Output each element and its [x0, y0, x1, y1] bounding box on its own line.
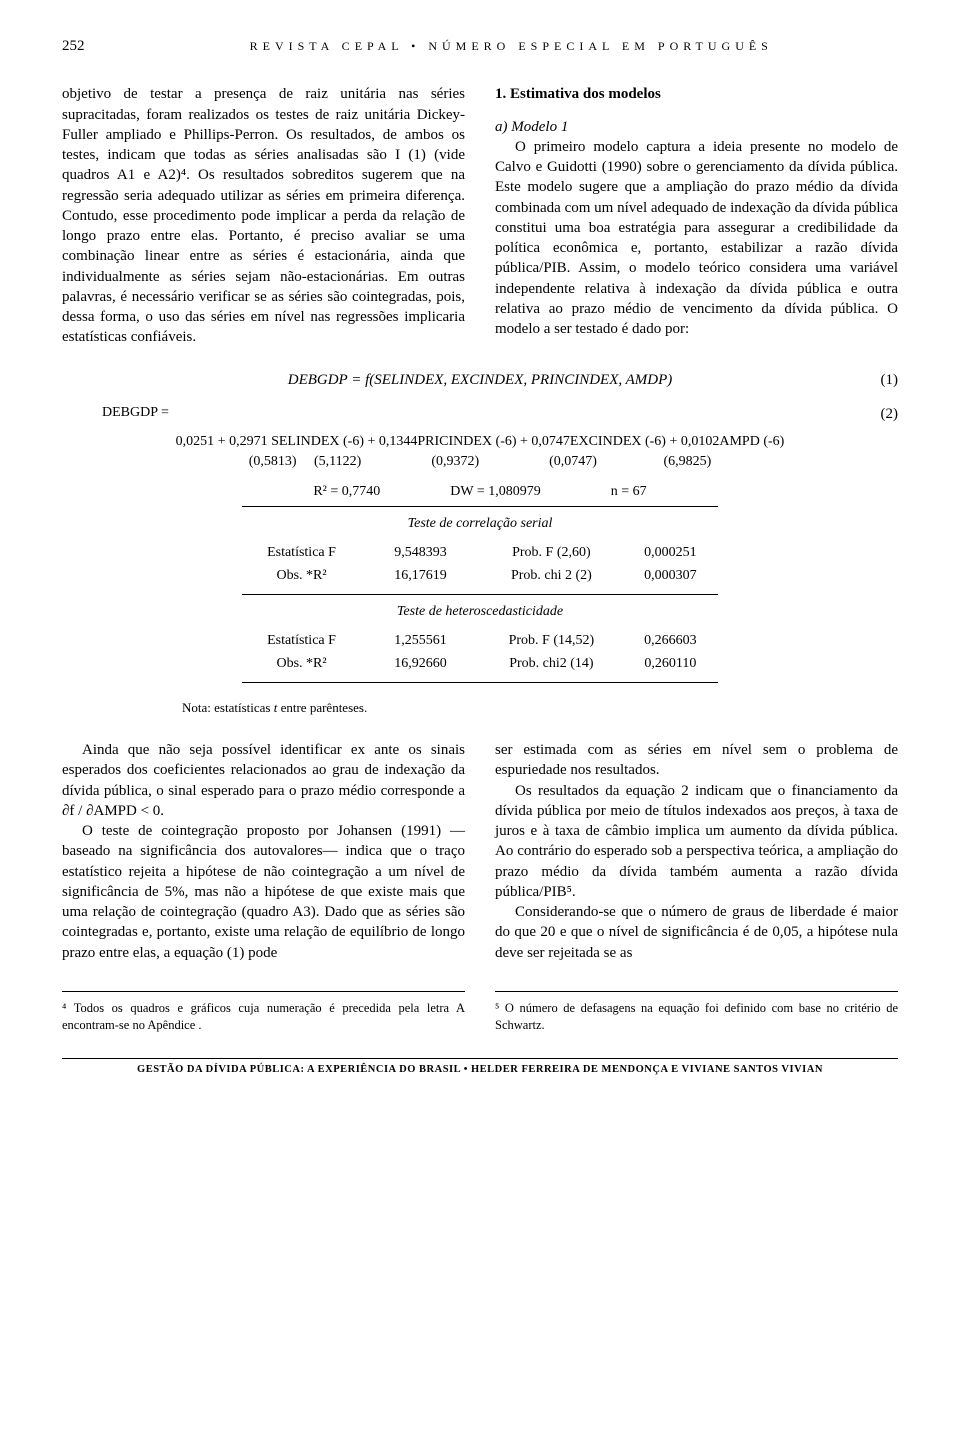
- cell: Prob. F (14,52): [480, 632, 623, 651]
- note-rest: estatísticas: [211, 700, 274, 715]
- lower-right-p1: ser estimada com as séries em nível sem …: [495, 740, 898, 781]
- cell: Prob. chi 2 (2): [480, 567, 623, 586]
- section-title: 1. Estimativa dos modelos: [495, 84, 898, 104]
- coef-block: 0,0251 + 0,2971 SELINDEX (-6) + 0,1344PR…: [122, 433, 838, 683]
- equation-2-lhs: DEBGDP = (2): [62, 404, 898, 423]
- note-rest2: entre parênteses.: [277, 700, 367, 715]
- cell: 1,255561: [361, 632, 480, 651]
- lower-left-p1: Ainda que não seja possível identificar …: [62, 740, 465, 821]
- page-number: 252: [62, 36, 85, 56]
- cell: Prob. F (2,60): [480, 544, 623, 563]
- table-row: Obs. *R² 16,92660 Prob. chi2 (14) 0,2601…: [242, 653, 718, 676]
- hetero-test-table: Estatística F 1,255561 Prob. F (14,52) 0…: [242, 630, 718, 683]
- coef-line: 0,0251 + 0,2971 SELINDEX (-6) + 0,1344PR…: [122, 433, 838, 452]
- cell: 16,17619: [361, 567, 480, 586]
- cell: 0,000307: [623, 567, 718, 586]
- cell: Prob. chi2 (14): [480, 655, 623, 674]
- equation-1-text: DEBGDP = f(SELINDEX, EXCINDEX, PRINCINDE…: [288, 370, 673, 390]
- lower-right-p2: Os resultados da equação 2 indicam que o…: [495, 781, 898, 903]
- equation-1: DEBGDP = f(SELINDEX, EXCINDEX, PRINCINDE…: [62, 370, 898, 390]
- top-columns: objetivo de testar a presença de raiz un…: [62, 84, 898, 347]
- note-prefix: Nota:: [182, 700, 211, 715]
- stats-summary: R² = 0,7740 DW = 1,080979 n = 67: [242, 483, 718, 507]
- serial-test-title: Teste de correlação serial: [122, 515, 838, 534]
- lower-left: Ainda que não seja possível identificar …: [62, 740, 465, 963]
- cell: Obs. *R²: [242, 567, 361, 586]
- serial-test-table: Estatística F 9,548393 Prob. F (2,60) 0,…: [242, 542, 718, 595]
- equation-1-num: (1): [881, 370, 899, 390]
- footnote-5: ⁵ O número de defasagens na equação foi …: [495, 991, 898, 1034]
- n: n = 67: [611, 483, 647, 502]
- cell: 0,000251: [623, 544, 718, 563]
- table-note: Nota: estatísticas t entre parênteses.: [182, 699, 778, 717]
- cell: Obs. *R²: [242, 655, 361, 674]
- cell: 9,548393: [361, 544, 480, 563]
- cell: 0,260110: [623, 655, 718, 674]
- cell: 16,92660: [361, 655, 480, 674]
- page-footer: GESTÃO DA DÍVIDA PÚBLICA: A EXPERIÊNCIA …: [62, 1058, 898, 1077]
- model-label: a) Modelo 1: [495, 119, 568, 135]
- se-line: (0,5813) (5,1122) (0,9372) (0,0747) (6,9…: [122, 453, 838, 472]
- cell: Estatística F: [242, 632, 361, 651]
- right-text: O primeiro modelo captura a ideia presen…: [495, 137, 898, 340]
- lower-left-p2: O teste de cointegração proposto por Joh…: [62, 821, 465, 963]
- page-header: 252 REVISTA CEPAL • NÚMERO ESPECIAL EM P…: [62, 36, 898, 56]
- lower-right: ser estimada com as séries em nível sem …: [495, 740, 898, 963]
- dw: DW = 1,080979: [450, 483, 540, 502]
- right-column: 1. Estimativa dos modelos a) Modelo 1 O …: [495, 84, 898, 347]
- lower-right-p3: Considerando-se que o número de graus de…: [495, 902, 898, 963]
- hetero-test-title: Teste de heteroscedasticidade: [122, 603, 838, 622]
- cell: Estatística F: [242, 544, 361, 563]
- journal-title: REVISTA CEPAL • NÚMERO ESPECIAL EM PORTU…: [125, 38, 899, 54]
- r2: R² = 0,7740: [313, 483, 380, 502]
- footnote-4: ⁴ Todos os quadros e gráficos cuja numer…: [62, 991, 465, 1034]
- lower-columns: Ainda que não seja possível identificar …: [62, 740, 898, 963]
- footnotes: ⁴ Todos os quadros e gráficos cuja numer…: [62, 991, 898, 1034]
- equation-2-num: (2): [881, 404, 899, 424]
- debgdp-label: DEBGDP =: [62, 404, 169, 423]
- left-paragraph: objetivo de testar a presença de raiz un…: [62, 84, 465, 347]
- table-row: Estatística F 9,548393 Prob. F (2,60) 0,…: [242, 542, 718, 565]
- right-paragraph: a) Modelo 1 O primeiro modelo captura a …: [495, 117, 898, 340]
- table-row: Obs. *R² 16,17619 Prob. chi 2 (2) 0,0003…: [242, 565, 718, 588]
- table-row: Estatística F 1,255561 Prob. F (14,52) 0…: [242, 630, 718, 653]
- cell: 0,266603: [623, 632, 718, 651]
- left-column: objetivo de testar a presença de raiz un…: [62, 84, 465, 347]
